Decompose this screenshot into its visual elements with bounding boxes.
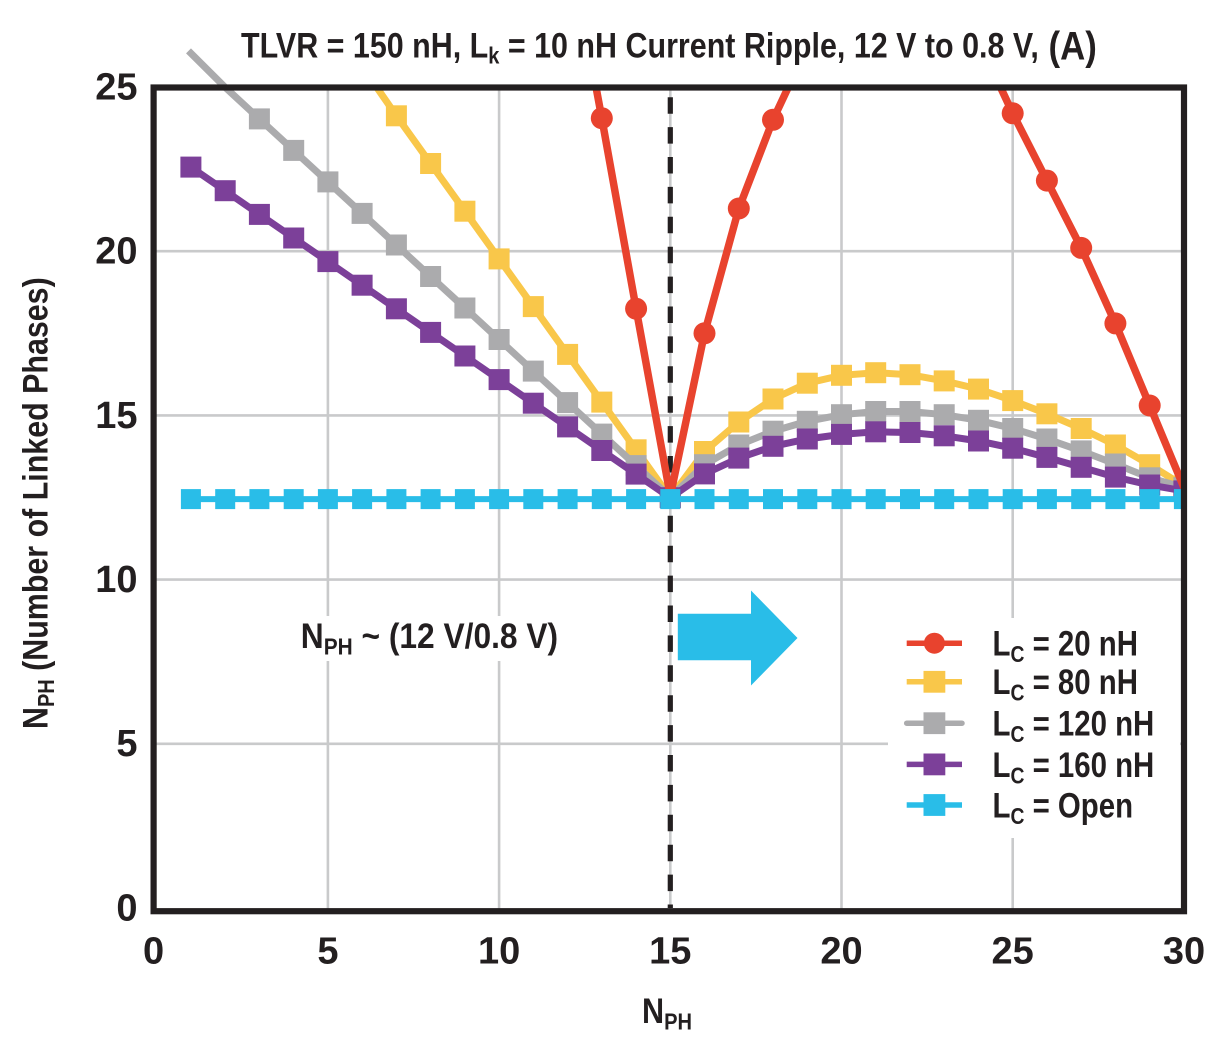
svg-text:10: 10 bbox=[478, 931, 520, 973]
svg-text:LC = Open: LC = Open bbox=[993, 786, 1134, 829]
svg-text:5: 5 bbox=[317, 931, 338, 973]
svg-text:10: 10 bbox=[95, 559, 137, 601]
svg-text:0: 0 bbox=[116, 887, 137, 929]
svg-text:20: 20 bbox=[95, 231, 137, 273]
svg-text:25: 25 bbox=[95, 66, 137, 108]
svg-text:NPH (Number of Linked Phases): NPH (Number of Linked Phases) bbox=[15, 277, 58, 729]
svg-text:TLVR = 150 nH, Lk = 10 nH Curr: TLVR = 150 nH, Lk = 10 nH Current Ripple… bbox=[241, 24, 1097, 69]
svg-text:25: 25 bbox=[992, 931, 1034, 973]
svg-text:20: 20 bbox=[820, 931, 862, 973]
svg-text:5: 5 bbox=[116, 723, 137, 765]
svg-text:30: 30 bbox=[1163, 931, 1205, 973]
svg-text:15: 15 bbox=[95, 395, 137, 437]
svg-text:0: 0 bbox=[143, 931, 164, 973]
svg-text:15: 15 bbox=[649, 931, 691, 973]
